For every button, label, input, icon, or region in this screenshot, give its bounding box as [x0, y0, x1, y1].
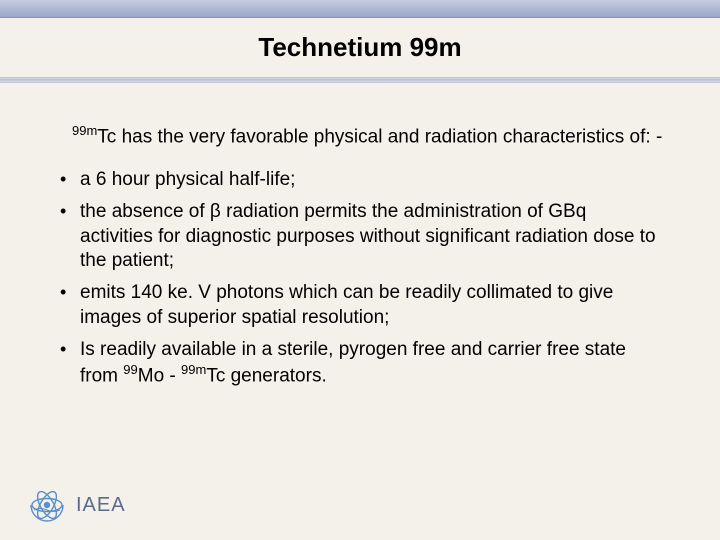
slide-title: Technetium 99m	[0, 32, 720, 63]
bullet-item: the absence of β radiation permits the a…	[56, 200, 664, 273]
bullet-list: a 6 hour physical half-life; the absence…	[56, 168, 664, 389]
bullet4-end: Tc generators.	[206, 366, 326, 387]
top-accent-bar	[0, 0, 720, 18]
bullet-item: Is readily available in a sterile, pyrog…	[56, 338, 664, 389]
iaea-logo-icon	[28, 486, 66, 524]
bullet4-sup2: 99m	[181, 362, 206, 377]
intro-text: 99mTc has the very favorable physical an…	[72, 123, 664, 150]
intro-superscript: 99m	[72, 123, 97, 138]
logo-text: IAEA	[76, 494, 126, 517]
bullet4-mid1: Mo -	[138, 366, 181, 387]
bullet-item: emits 140 ke. V photons which can be rea…	[56, 281, 664, 330]
bullet4-sup1: 99	[123, 362, 137, 377]
footer: IAEA	[28, 486, 126, 524]
content-area: 99mTc has the very favorable physical an…	[0, 83, 720, 389]
title-area: Technetium 99m	[0, 18, 720, 71]
intro-body: Tc has the very favorable physical and r…	[97, 126, 662, 147]
bullet-item: a 6 hour physical half-life;	[56, 168, 664, 192]
